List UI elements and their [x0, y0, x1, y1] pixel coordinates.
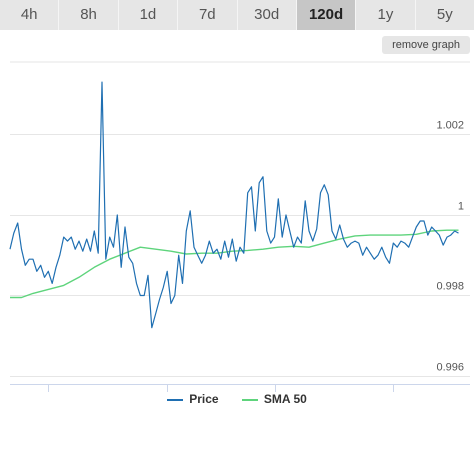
tab-7d[interactable]: 7d	[178, 0, 238, 30]
y-tick-label: 1	[458, 201, 464, 213]
sma-series-line	[10, 229, 459, 299]
legend-swatch-price	[167, 398, 184, 401]
legend-label-sma: SMA 50	[263, 392, 307, 406]
tab-4h[interactable]: 4h	[0, 0, 60, 30]
tab-30d[interactable]: 30d	[237, 0, 297, 30]
remove-graph-button[interactable]: remove graph	[382, 36, 470, 54]
y-tick-label: 1.002	[436, 120, 464, 132]
timeframe-tabs: 4h 8h 1d 7d 30d 120d 1y 5y	[0, 0, 474, 30]
legend-item-price[interactable]: Price	[167, 392, 219, 406]
legend-label-price: Price	[189, 392, 219, 406]
price-series-line	[9, 81, 459, 329]
tab-8h[interactable]: 8h	[59, 0, 119, 30]
legend-swatch-sma	[241, 398, 258, 401]
tab-1d[interactable]: 1d	[118, 0, 179, 30]
tab-120d[interactable]: 120d	[296, 0, 357, 30]
y-tick-label: 0.996	[436, 362, 464, 374]
chart-legend: Price SMA 50	[0, 392, 474, 412]
legend-item-sma[interactable]: SMA 50	[241, 392, 307, 406]
y-tick-label: 0.998	[436, 281, 464, 293]
tab-1y[interactable]: 1y	[356, 0, 416, 30]
tab-5y[interactable]: 5y	[415, 0, 474, 30]
